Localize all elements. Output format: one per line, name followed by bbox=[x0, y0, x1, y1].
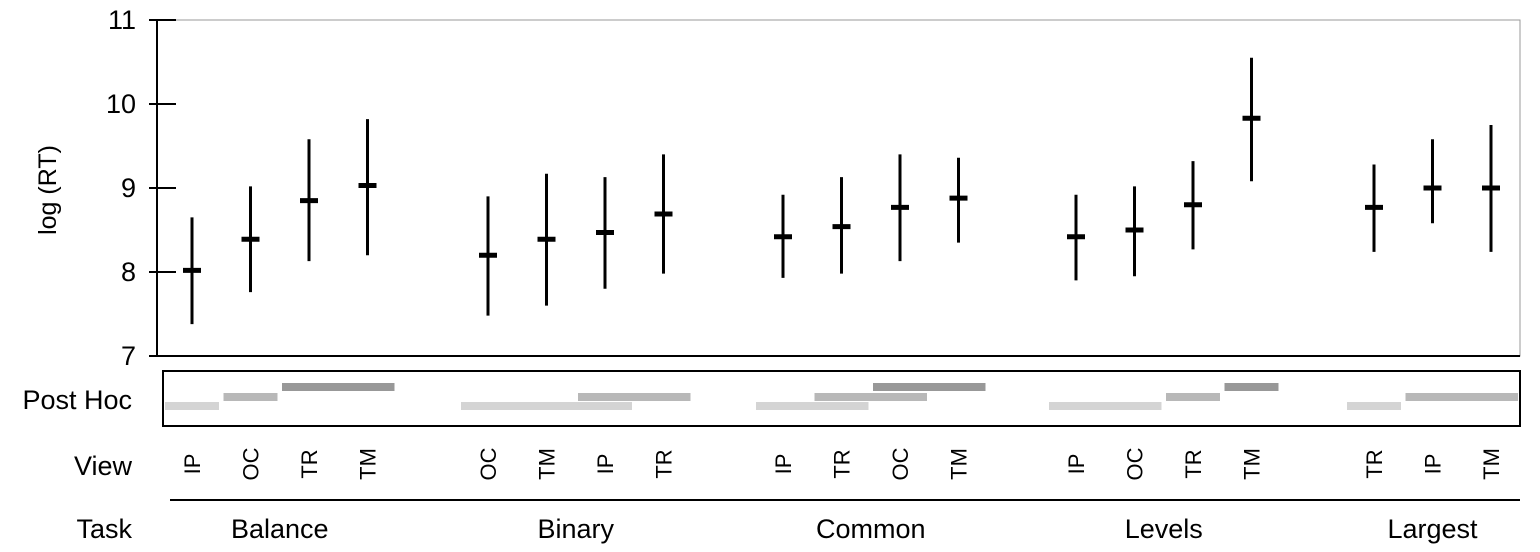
view-label: TM bbox=[535, 448, 560, 480]
posthoc-bar bbox=[578, 393, 691, 401]
posthoc-bar bbox=[223, 393, 278, 401]
view-label: TM bbox=[1240, 448, 1265, 480]
y-tick-label: 11 bbox=[108, 5, 136, 35]
view-label: OC bbox=[888, 447, 913, 480]
posthoc-bar bbox=[1405, 393, 1518, 401]
view-label: TR bbox=[652, 449, 677, 478]
posthoc-bar bbox=[282, 383, 395, 391]
posthoc-bar bbox=[1224, 383, 1279, 391]
y-axis-label: log (RT) bbox=[34, 145, 62, 235]
view-label: OC bbox=[239, 447, 264, 480]
view-label: TR bbox=[1181, 449, 1206, 478]
task-label: Binary bbox=[537, 514, 614, 544]
posthoc-bar bbox=[1049, 402, 1162, 410]
view-row-label: View bbox=[74, 451, 133, 481]
view-label: IP bbox=[593, 454, 618, 475]
posthoc-bar bbox=[814, 393, 927, 401]
posthoc-bar bbox=[873, 383, 986, 391]
task-label: Levels bbox=[1125, 514, 1203, 544]
view-label: IP bbox=[1064, 454, 1089, 475]
y-tick-label: 8 bbox=[121, 257, 136, 287]
posthoc-bar bbox=[1347, 402, 1401, 410]
posthoc-bar bbox=[461, 402, 632, 410]
task-row-label: Task bbox=[76, 514, 132, 544]
view-label: OC bbox=[1123, 447, 1148, 480]
data-marks bbox=[183, 57, 1500, 325]
view-label: TR bbox=[1362, 449, 1387, 478]
view-label: IP bbox=[180, 454, 205, 475]
posthoc-row-label: Post Hoc bbox=[22, 385, 132, 415]
plot-frame bbox=[156, 19, 1521, 357]
y-tick-label: 9 bbox=[121, 173, 136, 203]
posthoc-bar bbox=[1166, 393, 1220, 401]
task-labels: Balance Binary Common Levels Largest bbox=[231, 514, 1478, 544]
view-label: OC bbox=[476, 447, 501, 480]
view-label: TM bbox=[1479, 448, 1504, 480]
y-ticks: 7 8 9 10 11 bbox=[106, 5, 176, 371]
task-label: Largest bbox=[1387, 514, 1478, 544]
task-label: Common bbox=[816, 514, 926, 544]
view-label: TM bbox=[356, 448, 381, 480]
y-tick-label: 10 bbox=[106, 89, 136, 119]
view-label: TR bbox=[830, 449, 855, 478]
view-label: IP bbox=[771, 454, 796, 475]
posthoc-bars bbox=[165, 383, 1518, 410]
posthoc-bar bbox=[756, 402, 869, 410]
task-label: Balance bbox=[231, 514, 329, 544]
view-label: TR bbox=[297, 449, 322, 478]
posthoc-bar bbox=[165, 402, 219, 410]
view-label: TM bbox=[947, 448, 972, 480]
posthoc-box bbox=[162, 370, 1521, 427]
view-label: IP bbox=[1421, 454, 1446, 475]
view-labels: IP OC TR TM OC TM IP TR IP TR OC TM IP OC TR TM TR IP TM bbox=[180, 447, 1504, 480]
y-tick-label: 7 bbox=[121, 341, 136, 371]
